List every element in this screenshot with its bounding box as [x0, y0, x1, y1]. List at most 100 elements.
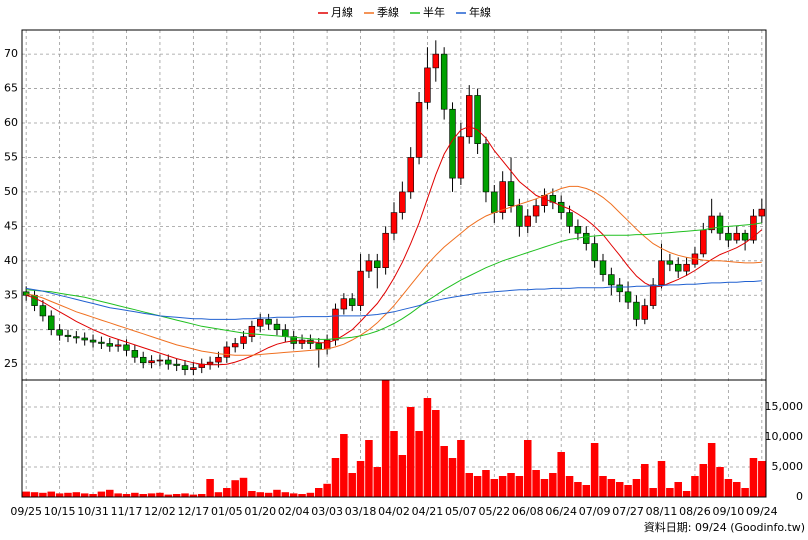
ma-line	[26, 185, 762, 356]
y-tick-label: 40	[4, 254, 18, 267]
candle-body	[181, 365, 189, 370]
volume-bar	[448, 458, 457, 497]
candle-body	[139, 356, 147, 364]
volume-bar	[239, 477, 248, 497]
volume-bar	[306, 492, 315, 497]
x-tick-label: 09/10	[713, 505, 745, 518]
candle-body	[156, 359, 164, 362]
x-tick-label: 09/24	[746, 505, 778, 518]
candle-body	[457, 136, 465, 179]
volume-bar	[256, 492, 265, 497]
candle-body	[148, 360, 155, 364]
candle-body	[374, 260, 381, 268]
volume-bar	[172, 494, 181, 497]
candle-body	[223, 346, 231, 358]
candle-body	[31, 294, 38, 306]
volume-bar	[707, 443, 716, 497]
y-tick-label: 65	[4, 82, 18, 95]
x-tick-label: 06/08	[512, 505, 544, 518]
x-tick-label: 03/03	[311, 505, 343, 518]
volume-bar	[465, 473, 473, 497]
volume-bar	[189, 494, 198, 497]
volume-bar	[231, 480, 239, 497]
candle-body	[608, 274, 615, 286]
candle-body	[725, 232, 732, 241]
candle-body	[248, 325, 256, 337]
x-tick-label: 04/02	[378, 505, 410, 518]
volume-bar	[691, 476, 699, 497]
y-tick-label: 30	[4, 323, 18, 336]
candle-body	[666, 260, 674, 265]
candle-body	[399, 191, 406, 213]
volume-bar	[197, 494, 206, 497]
candle-body	[708, 215, 715, 231]
candle-body	[482, 143, 490, 193]
volume-bar	[674, 482, 682, 497]
volume-bar	[632, 479, 641, 497]
candle-body	[541, 195, 548, 206]
volume-bar	[298, 494, 306, 497]
candle-body	[616, 284, 623, 293]
y-tick-label: 5,000	[772, 460, 804, 473]
x-tick-label: 12/02	[144, 505, 176, 518]
candle-body	[750, 215, 757, 241]
legend-label: 月線	[331, 5, 353, 19]
volume-bar	[423, 398, 432, 497]
volume-bar	[657, 461, 666, 497]
candle-body	[106, 343, 114, 347]
candle-body	[273, 323, 281, 331]
candle-body	[524, 215, 531, 227]
y-tick-label: 70	[4, 47, 18, 60]
candle-body	[265, 319, 272, 325]
volume-bar	[732, 482, 741, 497]
candle-body	[315, 343, 322, 350]
x-tick-label: 04/21	[412, 505, 444, 518]
candle-body	[131, 350, 139, 358]
candle-body	[257, 319, 264, 327]
volume-bar	[624, 485, 632, 497]
volume-bar	[22, 491, 30, 497]
volume-bar	[574, 482, 582, 497]
footer: 資料日期: 09/24 (Goodinfo.tw)	[644, 520, 805, 534]
volume-bar	[114, 493, 122, 497]
volume-bar	[373, 467, 382, 497]
x-tick-label: 08/11	[646, 505, 678, 518]
volume-bar	[406, 407, 415, 497]
candle-body	[649, 284, 657, 306]
volume-bar	[398, 455, 407, 497]
candle-body	[357, 270, 364, 306]
x-tick-label: 11/17	[111, 505, 143, 518]
candle-body	[574, 226, 582, 234]
volume-bar	[490, 479, 499, 497]
volume-bar	[156, 492, 164, 497]
candle-body	[290, 336, 297, 344]
y-tick-label: 45	[4, 219, 18, 232]
ma-line	[26, 280, 762, 320]
candle-body	[323, 339, 331, 350]
x-tick-label: 07/27	[612, 505, 644, 518]
volume-bar	[498, 476, 507, 497]
volume-bar	[758, 461, 766, 497]
volume-bar	[223, 488, 231, 497]
candle-body	[474, 95, 481, 144]
x-tick-label: 09/25	[10, 505, 42, 518]
candle-body	[674, 263, 682, 272]
volume-bar	[381, 380, 390, 497]
volume-bar	[356, 461, 365, 497]
volume-bar	[415, 431, 423, 497]
volume-bar	[749, 458, 758, 497]
candle-body	[633, 301, 640, 320]
volume-bar	[131, 492, 139, 497]
candle-body	[48, 315, 55, 331]
x-tick-label: 02/04	[278, 505, 310, 518]
volume-bar	[97, 491, 106, 497]
candle-body	[624, 291, 632, 303]
x-tick-label: 10/15	[44, 505, 76, 518]
candle-body	[165, 359, 172, 365]
candle-body	[583, 232, 590, 244]
x-tick-label: 05/22	[478, 505, 510, 518]
x-tick-label: 10/31	[77, 505, 109, 518]
volume-bar	[264, 492, 273, 497]
y-tick-label: 10,000	[765, 430, 804, 443]
